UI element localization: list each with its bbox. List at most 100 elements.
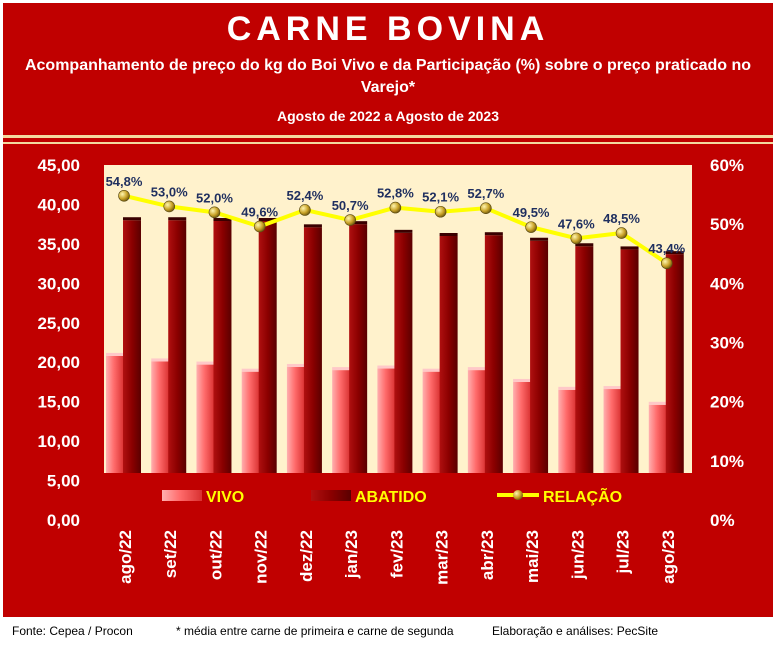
footer-source: Fonte: Cepea / Procon <box>12 624 133 638</box>
right-tick-label: 20% <box>710 393 744 412</box>
vivo-bar-top <box>422 368 441 372</box>
x-tick-label: jun/23 <box>568 530 587 580</box>
footer-credit: Elaboração e análises: PecSite <box>492 624 659 638</box>
relacao-marker <box>615 227 628 239</box>
vivo-bar-top <box>241 368 260 372</box>
relacao-marker <box>434 205 447 218</box>
relacao-marker <box>208 206 221 219</box>
x-tick-label: set/22 <box>161 530 180 578</box>
abatido-bar <box>123 220 141 520</box>
left-tick-label: 40,00 <box>37 195 80 214</box>
x-tick-label: jan/23 <box>342 530 361 579</box>
abatido-bar-top <box>123 217 141 221</box>
legend-swatch-vivo <box>162 490 202 501</box>
relacao-data-label: 50,7% <box>332 198 369 213</box>
vivo-bar-top <box>332 367 351 371</box>
right-tick-label: 10% <box>710 452 744 471</box>
relacao-marker <box>570 232 583 245</box>
relacao-marker <box>344 214 356 226</box>
right-tick-label: 40% <box>710 274 744 293</box>
relacao-data-label: 53,0% <box>151 184 188 199</box>
relacao-marker <box>253 220 266 233</box>
x-tick-label: out/22 <box>206 530 225 580</box>
abatido-bar <box>168 220 187 520</box>
left-tick-label: 10,00 <box>37 432 80 451</box>
right-axis: 0% 10% 20% 30% 40% 50% 60% <box>710 156 744 530</box>
abatido-bar <box>303 227 322 521</box>
abatido-bar <box>439 236 458 520</box>
abatido-bar <box>484 235 503 520</box>
abatido-bar-top <box>665 251 684 255</box>
chart-header: CARNE BOVINA Acompanhamento de preço do … <box>3 3 773 135</box>
relacao-data-label: 49,5% <box>513 205 550 220</box>
relacao-marker <box>118 189 130 202</box>
relacao-data-label: 52,0% <box>196 190 233 205</box>
relacao-data-label: 52,1% <box>422 190 459 205</box>
x-tick-label: dez/22 <box>297 530 316 582</box>
abatido-series <box>123 217 684 521</box>
relacao-data-label: 52,4% <box>286 188 323 203</box>
x-tick-label: fev/23 <box>387 530 406 578</box>
abatido-bar-top <box>530 237 549 241</box>
abatido-bar <box>349 224 368 520</box>
relacao-data-label: 48,5% <box>603 211 640 226</box>
abatido-bar <box>394 232 413 520</box>
abatido-bar <box>530 240 549 520</box>
abatido-bar-top <box>258 218 277 222</box>
footer: Fonte: Cepea / Procon * média entre carn… <box>0 620 776 644</box>
left-tick-label: 35,00 <box>37 235 80 254</box>
abatido-bar-top <box>575 243 594 247</box>
abatido-bar <box>665 254 684 520</box>
vivo-bar-top <box>513 378 532 382</box>
legend-label-vivo: VIVO <box>206 489 244 506</box>
abatido-bar <box>575 246 594 520</box>
left-tick-label: 25,00 <box>37 314 80 333</box>
left-tick-label: 45,00 <box>37 156 80 175</box>
vivo-bar-top <box>467 367 486 371</box>
relacao-marker <box>660 257 673 270</box>
chart-title: CARNE BOVINA <box>226 10 550 48</box>
x-tick-label: mai/23 <box>523 530 542 583</box>
vivo-bar-top <box>603 386 622 390</box>
vivo-bar-top <box>377 365 396 369</box>
right-tick-label: 30% <box>710 334 744 353</box>
left-tick-label: 0,00 <box>47 511 80 530</box>
abatido-bar-top <box>620 246 639 250</box>
chart-period: Agosto de 2022 a Agosto de 2023 <box>277 108 499 124</box>
header-separator <box>3 142 773 144</box>
vivo-bar-top <box>151 358 170 362</box>
abatido-bar <box>620 249 639 520</box>
legend-marker-relacao <box>513 490 523 500</box>
x-tick-label: nov/22 <box>252 530 271 584</box>
legend-label-relacao: RELAÇÃO <box>543 486 622 506</box>
left-tick-label: 15,00 <box>37 393 80 412</box>
relacao-marker <box>525 221 537 233</box>
relacao-marker <box>389 201 402 214</box>
relacao-data-label: 54,8% <box>106 174 143 189</box>
vivo-bar-top <box>648 401 667 405</box>
relacao-marker <box>299 204 311 216</box>
header-separator <box>3 135 773 138</box>
left-tick-label: 20,00 <box>37 353 80 372</box>
abatido-bar <box>213 221 232 520</box>
left-axis: 0,00 5,00 10,00 15,00 20,00 25,00 30,00 35,00 40… <box>37 156 80 530</box>
x-tick-label: jul/23 <box>614 530 633 574</box>
relacao-marker <box>163 200 176 213</box>
left-tick-label: 5,00 <box>47 472 80 491</box>
vivo-bar-top <box>286 363 305 367</box>
x-tick-label: abr/23 <box>478 530 497 580</box>
x-axis: ago/22 set/22 out/22 nov/22 dez/22 jan/23 fev/… <box>116 530 678 585</box>
right-tick-label: 50% <box>710 215 744 234</box>
chart-svg: VIVO ABATIDO RELAÇÃO 54,8%53,0% 52,0%49,6%5… <box>37 156 744 585</box>
relacao-data-label: 52,7% <box>467 186 504 201</box>
vivo-bar-top <box>106 352 124 356</box>
right-tick-label: 0% <box>710 511 735 530</box>
abatido-bar <box>258 221 277 520</box>
abatido-bar-top <box>439 233 458 236</box>
abatido-bar-top <box>168 217 187 221</box>
left-tick-label: 30,00 <box>37 274 80 293</box>
legend-items: VIVO ABATIDO RELAÇÃO <box>162 486 622 506</box>
vivo-bar-top <box>558 386 577 390</box>
x-tick-label: mar/23 <box>433 530 452 585</box>
abatido-bar-top <box>394 229 413 233</box>
